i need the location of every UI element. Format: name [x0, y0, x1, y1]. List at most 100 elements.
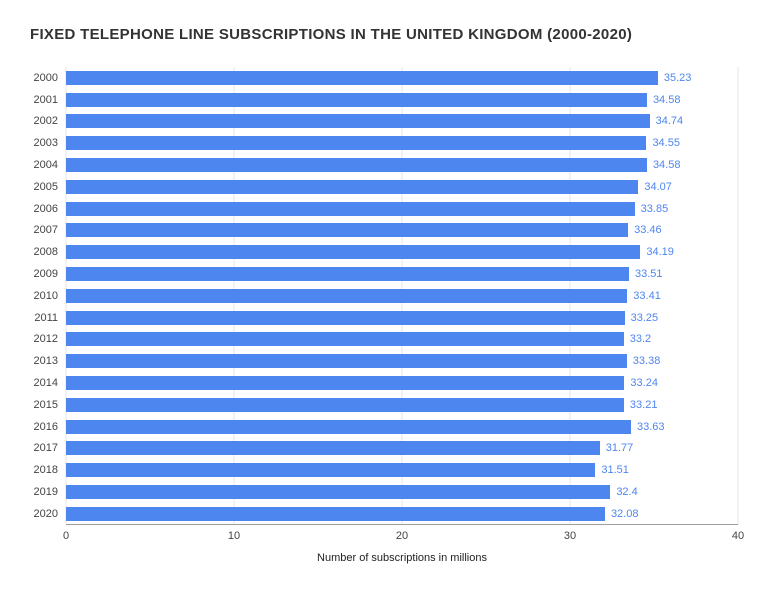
category-label: 2005 — [33, 180, 58, 193]
bar-row: 2016 33.63 — [28, 416, 738, 438]
category-label: 2003 — [33, 137, 58, 150]
category-label: 2000 — [33, 71, 58, 84]
value-label: 31.77 — [605, 442, 634, 455]
value-label: 33.85 — [640, 202, 669, 215]
bar-track: 31.77 — [66, 438, 738, 460]
category-label: 2011 — [34, 311, 58, 324]
bar-row: 2013 33.38 — [28, 350, 738, 372]
category-label: 2008 — [33, 246, 58, 259]
x-tick-label: 10 — [227, 529, 241, 542]
category-label: 2002 — [33, 115, 58, 128]
category-label: 2007 — [33, 224, 58, 237]
bar — [66, 70, 658, 85]
value-label: 32.4 — [616, 486, 638, 499]
bar — [66, 485, 611, 500]
bar-row: 2000 35.23 — [28, 67, 738, 89]
category-label: 2014 — [33, 377, 58, 390]
bar-track: 34.74 — [66, 111, 738, 133]
bar-track: 35.23 — [66, 67, 738, 89]
value-label: 34.74 — [655, 115, 684, 128]
bar-track: 33.41 — [66, 285, 738, 307]
value-label: 33.25 — [630, 311, 659, 324]
bar-row: 2002 34.74 — [28, 111, 738, 133]
bar — [66, 506, 605, 521]
value-label: 34.55 — [652, 137, 680, 150]
bar — [66, 463, 596, 478]
value-label: 34.58 — [652, 159, 681, 172]
value-label: 34.19 — [646, 246, 674, 259]
bar-row: 2006 33.85 — [28, 198, 738, 220]
bar-track: 33.38 — [66, 350, 738, 372]
bar-track: 32.4 — [66, 481, 738, 503]
category-label: 2015 — [33, 398, 58, 411]
bar — [66, 92, 647, 107]
bar — [66, 179, 639, 194]
bar-track: 33.2 — [66, 329, 738, 351]
x-tick-label: 20 — [395, 529, 409, 542]
category-label: 2019 — [33, 486, 58, 499]
value-label: 33.38 — [632, 355, 661, 368]
bar — [66, 419, 631, 434]
bar-track: 33.63 — [66, 416, 738, 438]
bar-chart: 2000 35.23 2001 34.58 2002 34.74 2003 34.55 2004… — [28, 67, 744, 564]
bar-row: 2004 34.58 — [28, 154, 738, 176]
value-label: 33.51 — [634, 268, 663, 281]
x-tick-label: 30 — [563, 529, 577, 542]
bar-track: 34.58 — [66, 89, 738, 111]
value-label: 35.23 — [663, 71, 692, 84]
category-label: 2006 — [33, 202, 58, 215]
bar-row: 2005 34.07 — [28, 176, 738, 198]
bar — [66, 354, 627, 369]
bar-row: 2010 33.41 — [28, 285, 738, 307]
x-axis-ticks: 0 10 20 30 40 — [62, 525, 744, 542]
plot-area: 2000 35.23 2001 34.58 2002 34.74 2003 34.55 2004… — [28, 67, 739, 525]
x-axis-title: Number of subscriptions in millions — [317, 551, 487, 564]
value-label: 33.2 — [629, 333, 652, 346]
value-label: 33.46 — [634, 224, 662, 237]
bar-row: 2015 33.21 — [28, 394, 738, 416]
category-label: 2010 — [33, 289, 58, 302]
x-tick-label: 0 — [62, 529, 70, 542]
grid-line — [737, 67, 739, 524]
value-label: 34.58 — [652, 93, 681, 106]
bar — [66, 114, 650, 129]
bar-row: 2011 33.25 — [28, 307, 738, 329]
x-tick-label: 40 — [731, 529, 745, 542]
bar-track: 31.51 — [66, 459, 738, 481]
category-label: 2013 — [33, 355, 58, 368]
bar-track: 34.19 — [66, 241, 738, 263]
bar-row: 2001 34.58 — [28, 89, 738, 111]
category-label: 2004 — [33, 159, 58, 172]
value-label: 33.41 — [633, 289, 661, 302]
bar — [66, 441, 600, 456]
bar — [66, 136, 647, 151]
bar — [66, 310, 625, 325]
value-label: 33.24 — [630, 377, 658, 390]
value-label: 33.63 — [636, 420, 665, 433]
chart-title: FIXED TELEPHONE LINE SUBSCRIPTIONS IN TH… — [30, 26, 633, 43]
bar-track: 34.55 — [66, 132, 738, 154]
bar-row: 2009 33.51 — [28, 263, 738, 285]
bar-row: 2019 32.4 — [28, 481, 738, 503]
bar-track: 33.25 — [66, 307, 738, 329]
bar-track: 34.07 — [66, 176, 738, 198]
bar — [66, 245, 641, 260]
category-label: 2001 — [33, 93, 58, 106]
bar — [66, 332, 624, 347]
bar-track: 33.51 — [66, 263, 738, 285]
bar — [66, 397, 624, 412]
value-label: 33.21 — [629, 398, 658, 411]
value-label: 34.07 — [644, 180, 672, 193]
bar — [66, 201, 635, 216]
bar — [66, 267, 629, 282]
bar-track: 33.24 — [66, 372, 738, 394]
bar-row: 2003 34.55 — [28, 132, 738, 154]
bar-track: 33.21 — [66, 394, 738, 416]
bar-track: 32.08 — [66, 503, 738, 525]
bar-row: 2018 31.51 — [28, 459, 738, 481]
bar — [66, 376, 625, 391]
bar-track: 33.85 — [66, 198, 738, 220]
bar-row: 2007 33.46 — [28, 220, 738, 242]
category-label: 2017 — [33, 442, 58, 455]
